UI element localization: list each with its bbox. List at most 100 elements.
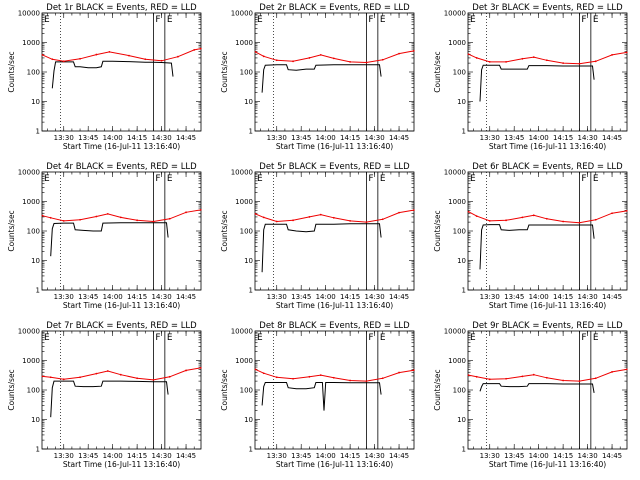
x-tick-label: 13:30 (480, 452, 500, 460)
y-tick-label: 1000 (235, 39, 253, 47)
lld-data-point (412, 369, 415, 372)
y-tick-label: 1000 (235, 198, 253, 206)
interval-label-f: F (155, 333, 160, 343)
lld-data-point (62, 219, 65, 222)
lld-data-point (532, 214, 535, 217)
x-tick-label: 13:30 (480, 293, 500, 301)
x-tick-label: 13:45 (78, 293, 98, 301)
lld-data-point (319, 374, 322, 376)
y-tick-label: 1 (36, 446, 40, 454)
x-tick-label: 14:45 (389, 293, 409, 301)
y-tick-label: 1000 (22, 198, 40, 206)
start-marker-label: E (257, 333, 263, 343)
y-tick-label: 10000 (444, 10, 466, 18)
y-tick-label: 10 (457, 416, 466, 424)
lld-data-point (562, 379, 565, 382)
y-tick-label: 1 (462, 287, 466, 295)
x-tick-label: 14:00 (103, 452, 123, 460)
x-tick-label: 14:15 (340, 293, 360, 301)
lld-data-point (79, 57, 81, 60)
y-tick-label: 1 (249, 446, 253, 454)
lld-data-point (578, 62, 581, 65)
x-tick-label: 13:45 (504, 452, 524, 460)
lld-series-line (42, 367, 201, 381)
lld-data-point (625, 368, 628, 371)
x-axis-label: Start Time (16-Jul-11 13:16:40) (63, 301, 180, 310)
lld-data-point (475, 375, 478, 378)
plot-frame (254, 12, 415, 132)
lld-data-point (412, 209, 415, 212)
lld-data-point (365, 221, 368, 224)
lld-data-point (475, 215, 478, 217)
y-axis-label: Counts/sec (7, 210, 16, 251)
x-tick-label: 14:30 (151, 134, 171, 142)
x-tick-label: 14:45 (176, 452, 196, 460)
y-tick-label: 1000 (235, 357, 253, 365)
lld-data-point (119, 373, 122, 376)
lld-data-point (625, 210, 628, 212)
x-axis-label: Start Time (16-Jul-11 13:16:40) (489, 460, 606, 469)
y-tick-label: 100 (27, 228, 40, 236)
lld-data-point (505, 60, 507, 63)
x-tick-label: 13:30 (480, 134, 500, 142)
lld-data-point (275, 376, 278, 379)
x-axis-label: Start Time (16-Jul-11 13:16:40) (276, 301, 393, 310)
y-axis-label: Counts/sec (433, 51, 442, 92)
y-tick-label: 1000 (22, 39, 40, 47)
plot-frame (254, 330, 415, 450)
interval-label-e: E (380, 15, 386, 25)
lld-data-point (292, 60, 294, 63)
plot-frame (41, 12, 202, 132)
lld-data-point (488, 60, 491, 63)
x-tick-label: 14:15 (127, 134, 147, 142)
lld-series-line (468, 368, 627, 382)
lld-data-point (160, 59, 163, 62)
x-tick-label: 14:15 (340, 134, 360, 142)
y-tick-label: 100 (240, 228, 253, 236)
start-marker-label: E (44, 15, 50, 25)
events-series-line (51, 60, 174, 89)
y-tick-label: 10000 (18, 328, 40, 336)
panel-det-1r: Det 1r BLACK = Events, RED = LLD 1 10 100 10… (7, 3, 202, 151)
lld-data-point (398, 52, 400, 55)
x-tick-label: 14:00 (529, 134, 549, 142)
x-tick-label: 14:30 (577, 452, 597, 460)
lld-data-point (79, 218, 81, 221)
interval-label-e: E (380, 174, 386, 184)
lld-data-point (594, 218, 597, 221)
plot-frame (41, 171, 202, 291)
panel-det-3r: Det 3r BLACK = Events, RED = LLD 1 10 100 10… (433, 3, 628, 151)
y-tick-label: 10 (244, 257, 253, 265)
x-tick-label: 14:00 (529, 452, 549, 460)
lld-data-point (193, 49, 196, 51)
start-marker-label: E (44, 174, 50, 184)
y-tick-label: 10000 (444, 169, 466, 177)
y-tick-label: 10 (244, 98, 253, 106)
panel-det-2r: Det 2r BLACK = Events, RED = LLD 1 10 100 10… (220, 3, 415, 151)
x-tick-label: 14:00 (316, 452, 336, 460)
y-tick-label: 1 (249, 287, 253, 295)
start-marker-label: E (470, 333, 476, 343)
plot-frame (467, 171, 628, 291)
x-tick-label: 14:45 (176, 134, 196, 142)
lld-data-point (262, 55, 265, 58)
lld-data-point (332, 216, 335, 219)
lld-data-point (365, 380, 368, 383)
lld-data-point (467, 53, 470, 56)
lld-data-point (152, 220, 155, 223)
y-tick-label: 10000 (18, 169, 40, 177)
lld-data-point (308, 57, 311, 59)
x-tick-label: 13:45 (291, 134, 311, 142)
lld-data-point (199, 208, 202, 211)
lld-data-point (521, 57, 524, 60)
events-series-line (479, 383, 595, 393)
y-axis-label: Counts/sec (7, 51, 16, 92)
lld-data-point (136, 219, 139, 222)
y-tick-label: 100 (27, 69, 40, 77)
lld-data-point (594, 377, 597, 380)
lld-data-point (412, 49, 415, 52)
lld-data-point (611, 371, 613, 373)
y-tick-label: 1000 (448, 39, 466, 47)
lld-data-point (254, 51, 257, 53)
panel-title: Det 2r BLACK = Events, RED = LLD (259, 3, 410, 13)
